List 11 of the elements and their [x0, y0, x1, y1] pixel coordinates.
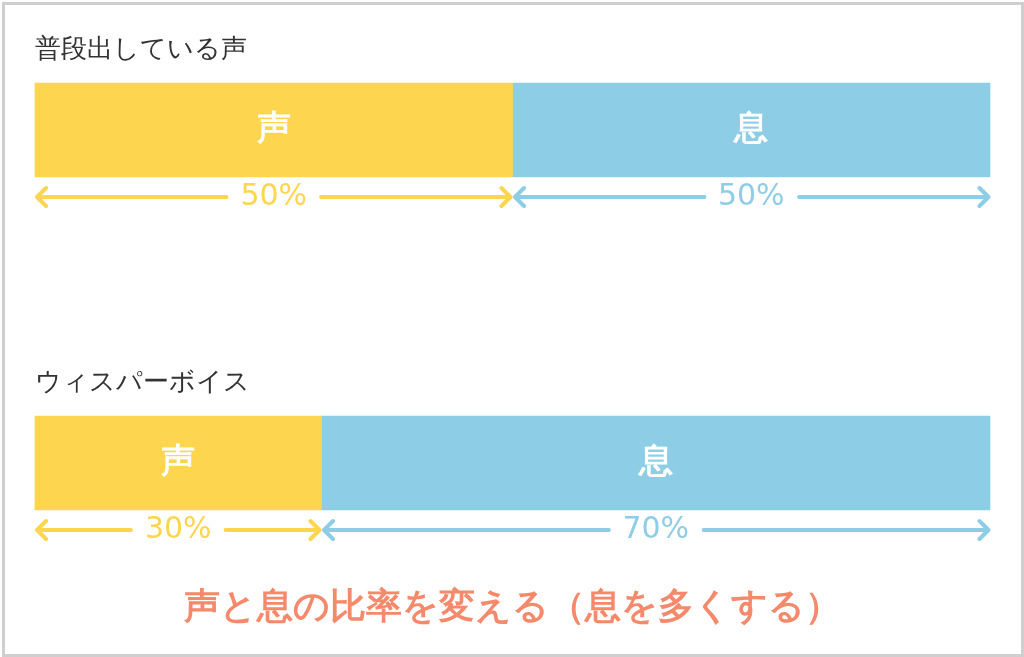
series-label: 声	[160, 439, 196, 480]
text: 声	[256, 106, 291, 147]
text: 声と息の比率を変える（息を多くする）	[182, 584, 842, 628]
text: 息	[734, 106, 769, 147]
data-label: 50%	[240, 176, 308, 212]
data-label: 70%	[622, 509, 690, 545]
series-label: 息	[636, 439, 673, 480]
y-tick-label: 普段出している声	[35, 32, 247, 63]
data-label: 30%	[144, 509, 212, 545]
data-label: 50%	[717, 176, 785, 212]
y-tick-label: ウィスパーボイス	[35, 365, 250, 396]
